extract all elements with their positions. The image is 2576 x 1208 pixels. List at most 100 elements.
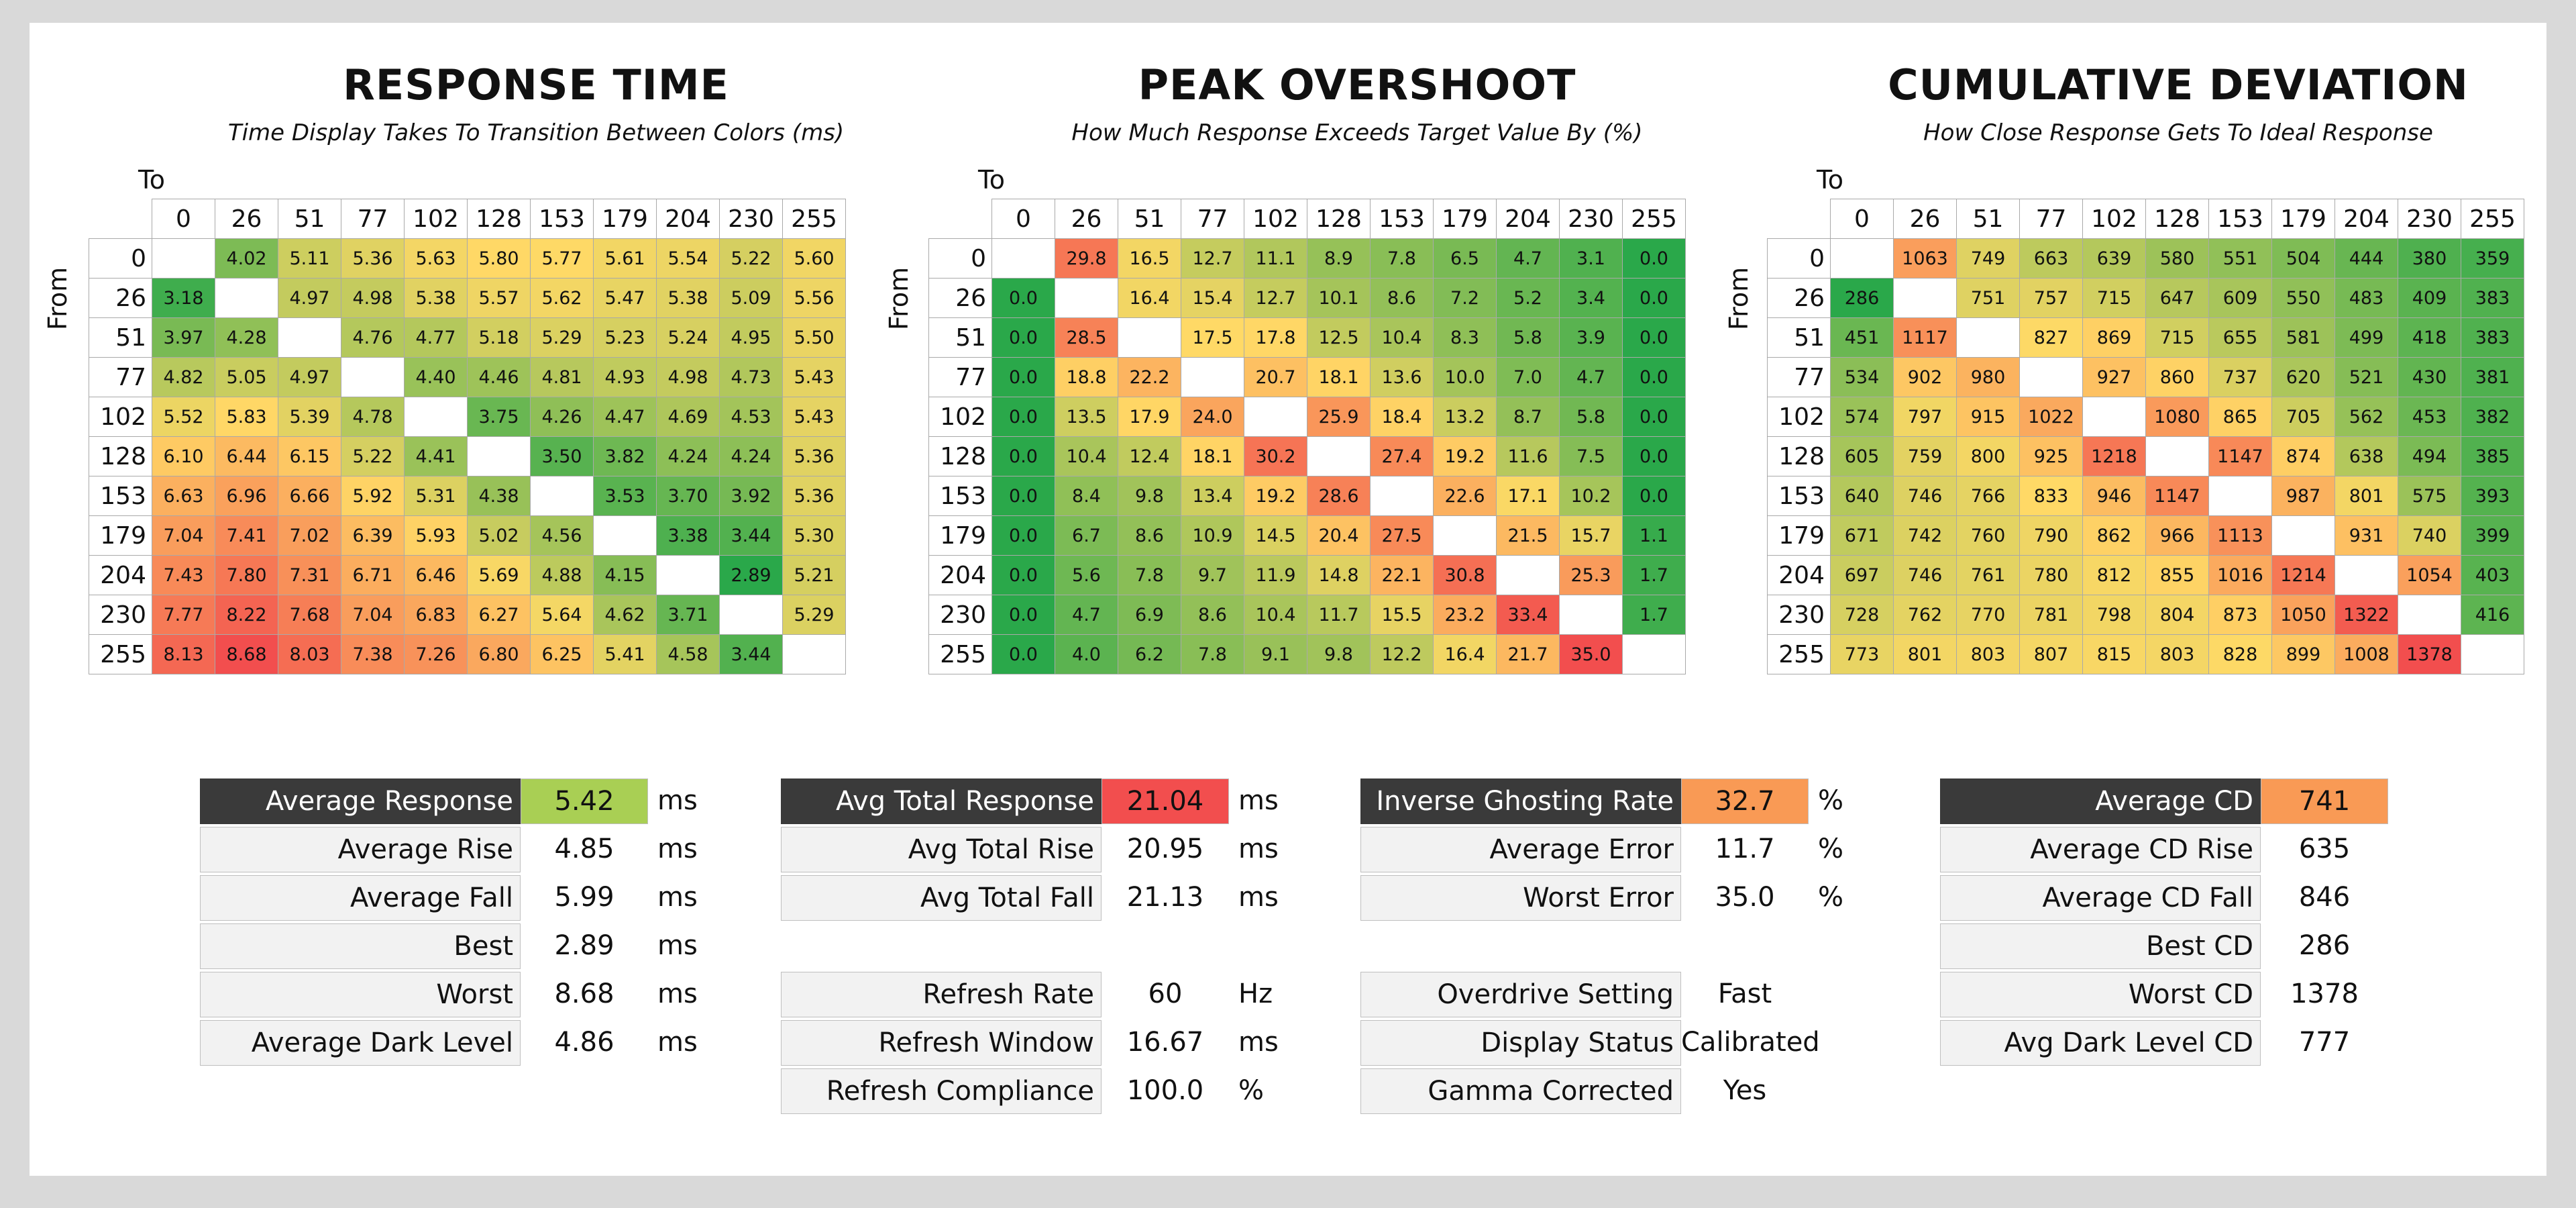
- heatmap-cell: 5.41: [593, 634, 657, 674]
- heatmap-cell: 4.81: [530, 357, 594, 397]
- heatmap-cell: 27.5: [1370, 515, 1434, 556]
- heatmap-cell: 0.0: [991, 515, 1055, 556]
- stat-unit: ms: [657, 834, 698, 864]
- heatmap-cell: 5.64: [530, 595, 594, 635]
- heatmap-cell: 5.62: [530, 278, 594, 318]
- row-header: 0: [89, 238, 152, 279]
- heatmap-cell: 5.6: [1055, 555, 1118, 595]
- heatmap-cell: 5.30: [782, 515, 846, 556]
- heatmap-cell: 5.43: [782, 357, 846, 397]
- heatmap-cell: 801: [2334, 476, 2398, 516]
- heatmap-cell: 761: [1956, 555, 2020, 595]
- column-header: 179: [593, 199, 657, 239]
- response-time-title: RESPONSE TIME: [343, 60, 729, 109]
- heatmap-cell: 966: [2145, 515, 2209, 556]
- heatmap-cell: 1113: [2208, 515, 2272, 556]
- heatmap-cell: 1016: [2208, 555, 2272, 595]
- heatmap-cell: 9.1: [1244, 634, 1307, 674]
- row-header: 26: [89, 278, 152, 318]
- heatmap-cell: 4.0: [1055, 634, 1118, 674]
- heatmap-cell: 5.22: [341, 436, 405, 476]
- heatmap-row: 77 0.0 18.8 22.2 20.7 18.1 13.6 10.0 7.0 4.7 0.0: [928, 357, 1686, 397]
- heatmap-cell: 749: [1956, 238, 2020, 279]
- heatmap-cell: 671: [1830, 515, 1894, 556]
- heatmap-cell: 6.96: [215, 476, 278, 516]
- heatmap-cell: 5.83: [215, 397, 278, 437]
- stat-unit: %: [1238, 1075, 1265, 1106]
- heatmap-cell: 639: [2082, 238, 2146, 279]
- heatmap-cell: 5.31: [404, 476, 468, 516]
- stat-value: 21.13: [1126, 882, 1204, 913]
- column-header: 255: [782, 199, 846, 239]
- heatmap-cell: 746: [1893, 555, 1957, 595]
- stat-value: 741: [2261, 778, 2388, 824]
- stat-value: 100.0: [1126, 1075, 1204, 1106]
- heatmap-cell: 7.26: [404, 634, 468, 674]
- heatmap-cell: 5.93: [404, 515, 468, 556]
- heatmap-cell: 418: [2398, 317, 2461, 358]
- heatmap-cell: 1378: [2398, 634, 2461, 674]
- stat-label: Refresh Compliance: [781, 1068, 1102, 1114]
- heatmap-cell: 663: [2019, 238, 2083, 279]
- column-header: 0: [152, 199, 215, 239]
- row-header: 26: [928, 278, 992, 318]
- heatmap-cell: 4.53: [719, 397, 783, 437]
- heatmap-cell: 1008: [2334, 634, 2398, 674]
- stat-value: 846: [2298, 882, 2351, 913]
- column-header: 0: [1830, 199, 1894, 239]
- row-header: 0: [1767, 238, 1831, 279]
- heatmap-cell-empty: [2398, 595, 2461, 635]
- peak-overshoot-heatmap: 0 26 51 77 102 128 153 179 204 230 255 0 29.8 16.5 12.…: [928, 199, 1686, 674]
- column-header: 77: [341, 199, 405, 239]
- heatmap-cell: 1080: [2145, 397, 2209, 437]
- heatmap-cell: 359: [2461, 238, 2524, 279]
- heatmap-cell: 605: [1830, 436, 1894, 476]
- stat-value: 5.42: [521, 778, 648, 824]
- heatmap-row: 255 0.0 4.0 6.2 7.8 9.1 9.8 12.2 16.4 21.7 35.0: [928, 634, 1686, 674]
- heatmap-cell-empty: [278, 317, 341, 358]
- stat-label: Refresh Window: [781, 1020, 1102, 1066]
- heatmap-cell: 773: [1830, 634, 1894, 674]
- heatmap-cell: 640: [1830, 476, 1894, 516]
- heatmap-cell: 551: [2208, 238, 2272, 279]
- heatmap-row: 102 5.52 5.83 5.39 4.78 3.75 4.26 4.47 4.69 4.53 5…: [89, 397, 846, 437]
- heatmap-cell: 6.46: [404, 555, 468, 595]
- column-header: 102: [1244, 199, 1307, 239]
- heatmap-cell: 5.36: [341, 238, 405, 279]
- heatmap-cell: 5.29: [782, 595, 846, 635]
- heatmap-row: 77 534 902 980 927 860 737 620 521 430 381: [1767, 357, 2524, 397]
- heatmap-row: 51 451 1117 827 869 715 655 581 499 418 383: [1767, 317, 2524, 358]
- stat-label: Worst CD: [1940, 972, 2261, 1017]
- heatmap-cell: 4.69: [656, 397, 720, 437]
- heatmap-row: 230 0.0 4.7 6.9 8.6 10.4 11.7 15.5 23.2 33.4 1.7: [928, 595, 1686, 635]
- heatmap-cell: 3.44: [719, 634, 783, 674]
- column-header: 26: [215, 199, 278, 239]
- heatmap-cell: 10.4: [1370, 317, 1434, 358]
- heatmap-cell: 1.1: [1622, 515, 1686, 556]
- row-header: 51: [928, 317, 992, 358]
- stat-unit: ms: [657, 882, 698, 913]
- heatmap-cell: 9.7: [1181, 555, 1244, 595]
- row-header: 153: [1767, 476, 1831, 516]
- stat-label: Avg Total Rise: [781, 827, 1102, 872]
- heatmap-cell: 7.41: [215, 515, 278, 556]
- heatmap-cell: 12.5: [1307, 317, 1371, 358]
- heatmap-cell: 18.8: [1055, 357, 1118, 397]
- heatmap-cell: 5.18: [467, 317, 531, 358]
- heatmap-cell: 4.78: [341, 397, 405, 437]
- stat-unit: ms: [657, 1027, 698, 1058]
- heatmap-cell-empty: [1496, 555, 1560, 595]
- heatmap-cell: 697: [1830, 555, 1894, 595]
- stat-unit: ms: [1238, 1027, 1279, 1058]
- stat-value: 60: [1148, 978, 1183, 1009]
- heatmap-cell: 766: [1956, 476, 2020, 516]
- heatmap-cell: 5.23: [593, 317, 657, 358]
- heatmap-cell: 1022: [2019, 397, 2083, 437]
- heatmap-cell: 6.2: [1118, 634, 1181, 674]
- heatmap-row: 51 3.97 4.28 4.76 4.77 5.18 5.29 5.23 5.24 4.95 5.…: [89, 317, 846, 358]
- cumulative-deviation-title: CUMULATIVE DEVIATION: [1888, 60, 2469, 109]
- heatmap-cell: 20.7: [1244, 357, 1307, 397]
- heatmap-row: 179 7.04 7.41 7.02 6.39 5.93 5.02 4.56 3.38 3.44 5…: [89, 515, 846, 556]
- heatmap-cell: 7.8: [1118, 555, 1181, 595]
- heatmap-cell-empty: [1307, 436, 1371, 476]
